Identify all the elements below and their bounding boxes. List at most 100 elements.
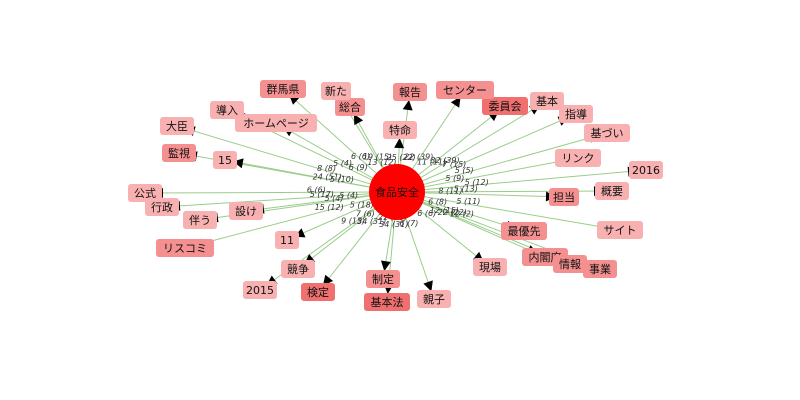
- node-gaiyo[interactable]: 概要: [595, 182, 629, 200]
- node-tokumei[interactable]: 特命: [383, 121, 417, 139]
- node-arata[interactable]: 新た: [321, 82, 351, 100]
- arrow-kentei: [322, 274, 334, 286]
- node-box-kenkou: [335, 98, 365, 116]
- node-saiyusen[interactable]: 最優先: [501, 222, 547, 240]
- node-label-n15: 15: [218, 154, 232, 167]
- node-jigyo[interactable]: 事業: [583, 260, 617, 278]
- node-daijin[interactable]: 大臣: [160, 117, 194, 135]
- node-label-gaiyo: 概要: [601, 185, 623, 198]
- node-box-donyu: [210, 101, 244, 119]
- node-tanto[interactable]: 担当: [549, 188, 579, 206]
- node-joho[interactable]: 情報: [553, 255, 587, 273]
- edge-label-gunma: 6 (6): [351, 152, 370, 161]
- node-box-kentei: [301, 283, 335, 301]
- node-kihonho[interactable]: 基本法: [364, 293, 410, 311]
- node-label-homepage: ホームページ: [243, 117, 308, 130]
- node-iinkai[interactable]: 委員会: [482, 97, 528, 115]
- node-homepage[interactable]: ホームページ: [235, 114, 317, 132]
- node-site[interactable]: サイト: [597, 221, 643, 239]
- node-koshiki[interactable]: 公式: [128, 184, 162, 202]
- node-box-arata: [321, 82, 351, 100]
- node-gunma[interactable]: 群馬県: [260, 80, 306, 98]
- node-label-genba: 現場: [479, 261, 501, 274]
- node-riskcomi[interactable]: リスコミ: [156, 239, 214, 257]
- edge-label-gyosei: 5 (17): [310, 190, 334, 199]
- node-label-tokumei: 特命: [389, 123, 411, 137]
- node-center2[interactable]: センター: [436, 81, 494, 99]
- node-box-iinkai: [482, 97, 528, 115]
- edge-2016: [396, 169, 647, 193]
- node-kidzuki[interactable]: 基づい: [584, 124, 630, 142]
- edge-riskcomi: [184, 191, 398, 249]
- node-label-arata: 新た: [325, 84, 347, 98]
- center-node-label: 食品安全: [375, 185, 419, 199]
- edge-label-kidzuki: 5 (5): [455, 166, 474, 175]
- node-box-kyoso: [281, 260, 315, 278]
- edge-label-shido: 7 (15): [442, 160, 466, 169]
- node-box-kihonho: [364, 293, 410, 311]
- node-box-gunma: [260, 80, 306, 98]
- node-label-kentei: 検定: [307, 285, 329, 299]
- edge-label-kentei: 34 (31): [357, 217, 386, 226]
- edge-label-donyu: 5 (4): [333, 159, 352, 168]
- edge-label-tanto: 8 (11): [438, 187, 462, 196]
- node-box-hokoku: [393, 83, 427, 101]
- edge-label-homepage: 6 (9): [349, 163, 368, 172]
- node-box-n11: [275, 231, 299, 249]
- arrow-seitei: [380, 260, 391, 272]
- node-hokoku[interactable]: 報告: [393, 83, 427, 101]
- edge-label-saiyusen: 6 (8): [428, 197, 447, 206]
- node-box-joho: [553, 255, 587, 273]
- node-tomonau[interactable]: 伴う: [183, 211, 217, 229]
- node-n11[interactable]: 11: [275, 231, 299, 249]
- edge-label-link: 5 (9): [445, 174, 464, 183]
- node-label-site: サイト: [604, 224, 637, 237]
- node-box-tomonau: [183, 211, 217, 229]
- node-shido[interactable]: 指導: [559, 105, 593, 123]
- node-label-mouke: 設け: [235, 204, 257, 218]
- node-label-gyosei: 行政: [151, 200, 173, 214]
- node-mouke[interactable]: 設け: [229, 202, 263, 220]
- node-label-koshiki: 公式: [134, 187, 156, 200]
- edge-label-iinkai: 11 (11): [417, 157, 446, 166]
- edge-label-n2015: 9 (15): [341, 216, 365, 225]
- edge-label-layer: 5 (12)5 (13)8 (11) 5 (9)5 (5)7 (15)32 (39…: [307, 152, 489, 229]
- node-link[interactable]: リンク: [555, 149, 601, 167]
- edge-label-jigyo: 12 (2): [450, 210, 474, 219]
- node-kihon[interactable]: 基本: [530, 92, 564, 110]
- node-genba[interactable]: 現場: [473, 258, 507, 276]
- node-kentei[interactable]: 検定: [301, 283, 335, 301]
- node-seitei[interactable]: 制定: [366, 270, 400, 288]
- node-label-iinkai: 委員会: [489, 100, 522, 113]
- node-box-mouke: [229, 202, 263, 220]
- node-box-daijin: [160, 117, 194, 135]
- arrow-center2: [450, 96, 461, 108]
- node-kanshi[interactable]: 監視: [162, 144, 196, 162]
- edge-daijin: [176, 125, 398, 193]
- arrow-hokoku: [402, 99, 413, 111]
- node-kyoso[interactable]: 競争: [281, 260, 315, 278]
- node-kenkou[interactable]: 総合: [335, 98, 365, 116]
- node-box-kidzuki: [584, 124, 630, 142]
- node-gyosei[interactable]: 行政: [145, 198, 179, 216]
- node-box-gyosei: [145, 198, 179, 216]
- node-n15[interactable]: 15: [213, 151, 237, 169]
- edge-label-gaiyo: 5 (13): [454, 185, 478, 194]
- edge-label-kihonho: 34 (31): [379, 220, 408, 229]
- node-label-kihon: 基本: [536, 94, 558, 108]
- center-node[interactable]: 食品安全: [369, 164, 425, 220]
- node-2016[interactable]: 2016: [629, 161, 663, 179]
- node-label-tanto: 担当: [553, 190, 575, 204]
- node-oyako[interactable]: 親子: [417, 290, 451, 308]
- node-box-tanto: [549, 188, 579, 206]
- node-box-shido: [559, 105, 593, 123]
- arrow-tokumei: [394, 137, 405, 149]
- node-box-center2: [436, 81, 494, 99]
- node-label-joho: 情報: [559, 258, 581, 271]
- node-donyu[interactable]: 導入: [210, 101, 244, 119]
- node-box-n15: [213, 151, 237, 169]
- node-n2015[interactable]: 2015: [243, 281, 277, 299]
- node-label-oyako: 親子: [423, 293, 445, 306]
